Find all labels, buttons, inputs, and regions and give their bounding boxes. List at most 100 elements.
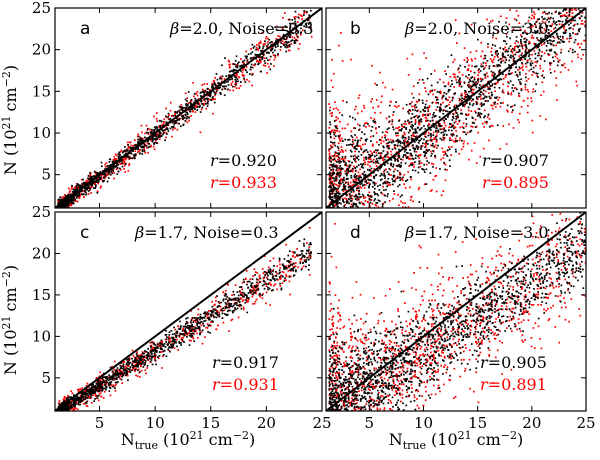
point-black (387, 195, 389, 197)
point-black (352, 141, 354, 143)
point-black (376, 174, 378, 176)
point-red (507, 111, 509, 113)
point-red (542, 70, 544, 72)
point-black (397, 132, 399, 134)
point-black (329, 160, 331, 162)
point-black (519, 67, 521, 69)
point-black (401, 128, 403, 130)
point-red (426, 100, 428, 102)
point-black (551, 13, 553, 15)
point-black (579, 18, 581, 20)
point-black (387, 181, 389, 183)
point-black (489, 126, 491, 128)
panel-b-r-black: r=0.907 (482, 151, 549, 170)
point-red (356, 190, 358, 192)
point-black (399, 173, 401, 175)
point-black (342, 160, 344, 162)
point-black (347, 168, 349, 170)
point-red (489, 118, 491, 120)
point-black (393, 129, 395, 131)
point-red (454, 74, 456, 76)
point-red (528, 78, 530, 80)
point-red (85, 181, 87, 183)
point-black (565, 29, 567, 31)
point-black (482, 65, 484, 67)
point-black (335, 195, 337, 197)
point-black (330, 177, 332, 179)
point-black (93, 175, 95, 177)
point-black (183, 107, 185, 109)
point-black (82, 179, 84, 181)
point-red (107, 175, 109, 177)
point-black (502, 73, 504, 75)
point-red (503, 78, 505, 80)
point-black (472, 84, 474, 86)
point-black (542, 74, 544, 76)
point-black (358, 164, 360, 166)
point-black (443, 134, 445, 136)
point-black (449, 124, 451, 126)
point-black (424, 110, 426, 112)
point-red (186, 97, 188, 99)
point-red (507, 86, 509, 88)
point-black (165, 121, 167, 123)
point-red (361, 202, 363, 204)
point-black (516, 40, 518, 42)
point-red (232, 90, 234, 92)
point-black (449, 107, 451, 109)
point-black (563, 32, 565, 34)
point-red (488, 140, 490, 142)
point-black (407, 120, 409, 122)
point-red (419, 68, 421, 70)
point-red (529, 70, 531, 72)
point-red (570, 48, 572, 50)
point-red (417, 101, 419, 103)
point-red (123, 168, 125, 170)
point-black (153, 138, 155, 140)
point-black (481, 105, 483, 107)
point-black (96, 181, 98, 183)
point-red (389, 200, 391, 202)
point-black (428, 114, 430, 116)
point-red (504, 47, 506, 49)
point-red (156, 118, 158, 120)
point-black (424, 151, 426, 153)
point-red (425, 57, 427, 59)
point-black (367, 123, 369, 125)
point-red (501, 58, 503, 60)
point-black (476, 103, 478, 105)
point-red (444, 70, 446, 72)
point-red (462, 131, 464, 133)
point-red (273, 65, 275, 67)
point-black (508, 48, 510, 50)
point-red (371, 98, 373, 100)
point-black (359, 183, 361, 185)
point-black (166, 133, 168, 135)
point-black (549, 49, 551, 51)
point-red (329, 127, 331, 129)
point-red (71, 188, 73, 190)
point-red (570, 37, 572, 39)
point-red (205, 101, 207, 103)
point-red (382, 186, 384, 188)
point-black (363, 203, 365, 205)
point-black (408, 132, 410, 134)
point-black (543, 77, 545, 79)
point-black (494, 45, 496, 47)
point-black (521, 89, 523, 91)
point-black (363, 175, 365, 177)
point-black (350, 144, 352, 146)
point-black (225, 86, 227, 88)
point-red (531, 15, 533, 17)
point-red (364, 187, 366, 189)
point-red (277, 55, 279, 57)
point-black (154, 126, 156, 128)
point-black (402, 156, 404, 158)
panel-a-r-red: r=0.933 (210, 173, 277, 192)
point-black (138, 142, 140, 144)
point-black (337, 205, 339, 207)
point-black (91, 177, 93, 179)
point-black (356, 145, 358, 147)
